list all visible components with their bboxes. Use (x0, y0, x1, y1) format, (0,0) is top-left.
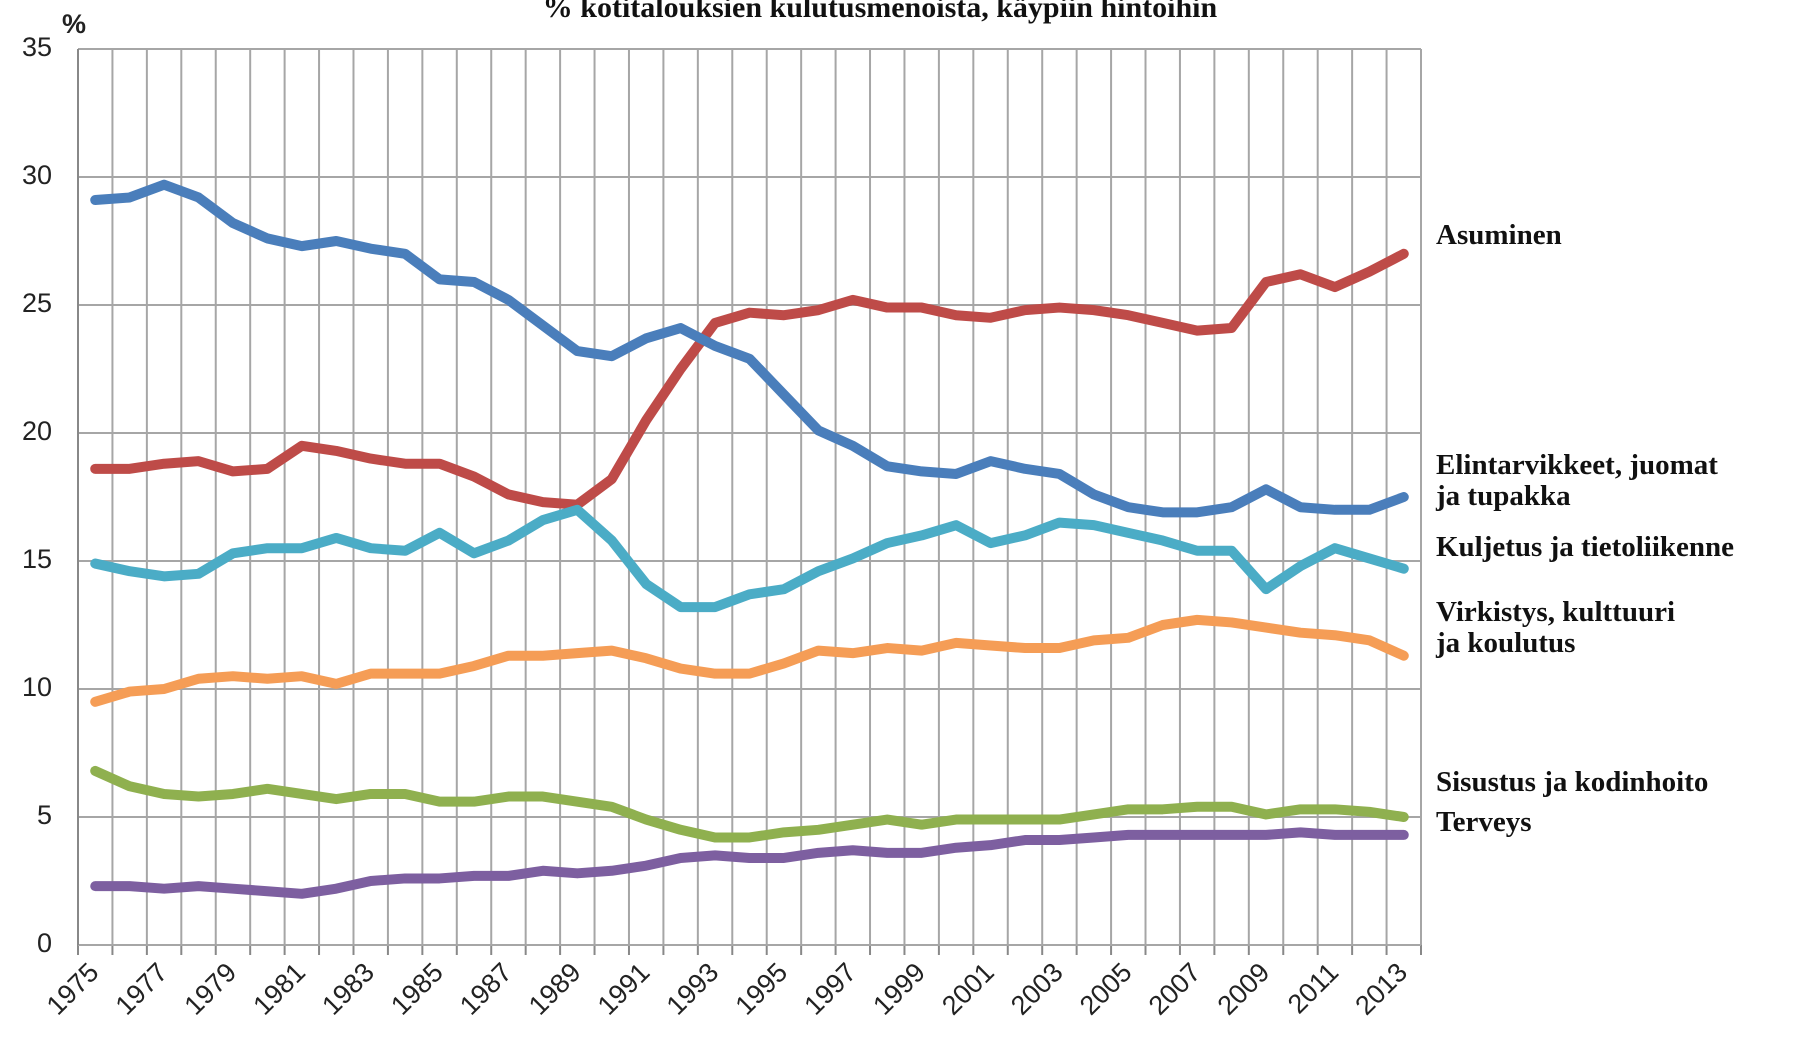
x-tick-label: 1989 (523, 957, 587, 1021)
x-tick-label: 1991 (592, 957, 656, 1021)
x-tick-label: 1981 (247, 957, 311, 1021)
y-axis-label: % (62, 9, 86, 39)
y-tick-label: 25 (22, 288, 52, 318)
x-tick-label: 1983 (316, 957, 380, 1021)
y-tick-label: 20 (22, 416, 52, 446)
series-label: Asuminen (1436, 219, 1562, 251)
series-label: Terveys (1436, 806, 1532, 838)
x-tick-label: 2013 (1349, 957, 1413, 1021)
y-tick-label: 30 (22, 160, 52, 190)
y-tick-label: 0 (37, 928, 52, 958)
y-tick-label: 5 (37, 800, 52, 830)
y-tick-label: 35 (22, 32, 52, 62)
series-line (90, 765, 1409, 843)
x-tick-label: 2007 (1143, 957, 1207, 1021)
x-tick-label: 2011 (1282, 957, 1344, 1019)
x-tick-label: 1999 (867, 957, 931, 1021)
x-tick-label: 1995 (730, 957, 794, 1021)
x-tick-label: 1997 (798, 957, 862, 1021)
x-tick-label: 1979 (179, 957, 243, 1021)
x-tick-label: 1977 (110, 957, 174, 1021)
x-tick-label: 1975 (41, 957, 105, 1021)
x-tick-label: 2003 (1005, 957, 1069, 1021)
series-line (90, 179, 1409, 518)
x-tick-label: 1993 (661, 957, 725, 1021)
y-tick-label: 10 (22, 672, 52, 702)
x-tick-label: 1985 (385, 957, 449, 1021)
series-label: Elintarvikkeet, juomat ja tupakka (1436, 449, 1718, 512)
x-tick-label: 2009 (1212, 957, 1276, 1021)
series-label: Sisustus ja kodinhoito (1436, 766, 1709, 798)
series-line (90, 248, 1409, 510)
x-tick-label: 2001 (936, 957, 1000, 1021)
series-line (90, 827, 1409, 899)
x-tick-label: 1987 (454, 957, 518, 1021)
y-tick-label: 15 (22, 544, 52, 574)
series-line (90, 614, 1409, 707)
series-line (90, 504, 1409, 613)
series-label: Virkistys, kulttuuri ja koulutus (1436, 596, 1676, 659)
x-tick-label: 2005 (1074, 957, 1138, 1021)
series-label: Kuljetus ja tietoliikenne (1436, 531, 1735, 563)
chart-title: % kotitalouksien kulutusmenoista, käypii… (543, 0, 1218, 24)
